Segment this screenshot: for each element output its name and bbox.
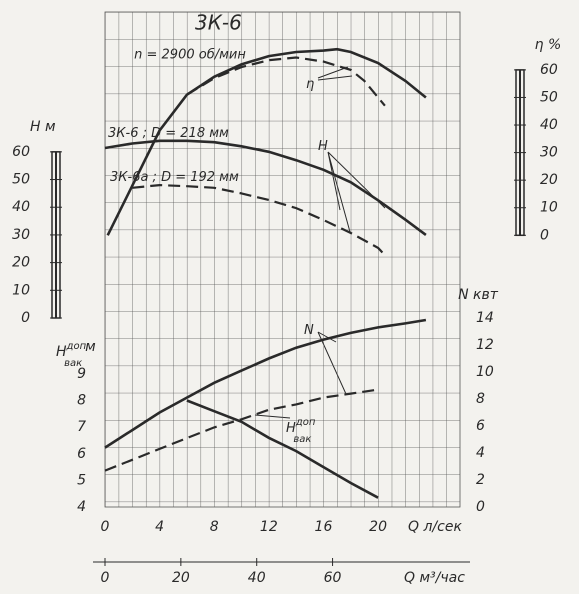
label-part: H [318, 139, 328, 154]
y-tick-label: 4 [476, 445, 485, 461]
label-part: доп [66, 341, 87, 352]
label-part: 3К-6 ; D = 218 мм [108, 126, 229, 141]
y-tick-label: 6 [476, 418, 485, 434]
y-tick-label: 50 [12, 172, 30, 188]
curve [104, 139, 427, 236]
curve [132, 183, 386, 256]
x-tick-label: 16 [315, 519, 333, 535]
grid [104, 11, 461, 508]
y-tick-label: 8 [77, 393, 86, 409]
label-part: вак [64, 358, 82, 369]
y-tick-label: 60 [540, 62, 558, 78]
chart-title: 3К-6 [195, 11, 242, 35]
y-tick-label: 8 [476, 391, 485, 407]
y-tick-label: 9 [77, 366, 86, 382]
x2-tick-label: 0 [101, 570, 110, 586]
label-part: H [286, 421, 296, 436]
y-tick-label: 60 [12, 144, 30, 160]
curve [106, 47, 427, 236]
annotation: H [318, 139, 328, 154]
y-tick-label: 0 [540, 227, 549, 243]
y-axis-title: Hдоп вакм [56, 339, 96, 369]
y-tick-label: 14 [476, 310, 494, 326]
x-tick-label: 20 [369, 519, 387, 535]
y-tick-label: 10 [540, 200, 558, 216]
y-tick-label: 10 [12, 282, 30, 298]
y-tick-label: 7 [77, 419, 86, 435]
label-part: η [306, 77, 314, 92]
y-tick-label: 2 [476, 472, 485, 488]
y-tick-label: 40 [12, 199, 30, 215]
y-tick-label: 5 [77, 472, 86, 488]
label-part: м [85, 339, 96, 355]
y2-axis-title: η % [535, 37, 562, 53]
label-part: H [56, 344, 67, 360]
curve [104, 388, 379, 472]
x-tick-label: 8 [210, 519, 219, 535]
label-part: доп [295, 417, 316, 428]
annotation: N [304, 323, 314, 338]
x2-axis-title: Q м³/час [404, 570, 465, 586]
curve [186, 56, 386, 107]
x2-tick-label: 40 [248, 570, 266, 586]
y-tick-label: 40 [540, 117, 558, 133]
label-part: вак [293, 434, 311, 445]
y-tick-label: 4 [77, 499, 86, 515]
annotation: 3К-6 ; D = 218 мм [108, 126, 229, 141]
y-tick-label: 20 [12, 255, 30, 271]
y-tick-label: 12 [476, 337, 494, 353]
x-axis-title: Q л/сек [408, 519, 462, 535]
annotation: η [306, 77, 314, 92]
curve [104, 318, 427, 449]
y-tick-label: 0 [21, 310, 30, 326]
y-tick-label: 10 [476, 364, 494, 380]
annotation: Hдоп вак [286, 417, 316, 445]
y-tick-label: 6 [77, 446, 86, 462]
label-part: N [304, 323, 314, 338]
x2-tick-label: 60 [324, 570, 342, 586]
annotation: 3К-6а ; D = 192 мм [110, 170, 239, 185]
y-tick-label: 20 [540, 172, 558, 188]
y-axis-title: H м [30, 119, 56, 135]
y2-axis-title: N квт [458, 287, 499, 303]
subtitle: n = 2900 об/мин [134, 48, 246, 63]
y-tick-label: 30 [12, 227, 30, 243]
x-tick-label: 4 [155, 519, 164, 535]
y-tick-label: 0 [476, 499, 485, 515]
label-part: 3К-6а ; D = 192 мм [110, 170, 239, 185]
y-tick-label: 50 [540, 89, 558, 105]
x-tick-label: 12 [260, 519, 278, 535]
x-tick-label: 0 [101, 519, 110, 535]
y-tick-label: 30 [540, 145, 558, 161]
x2-tick-label: 20 [172, 570, 190, 586]
curve [186, 399, 379, 499]
